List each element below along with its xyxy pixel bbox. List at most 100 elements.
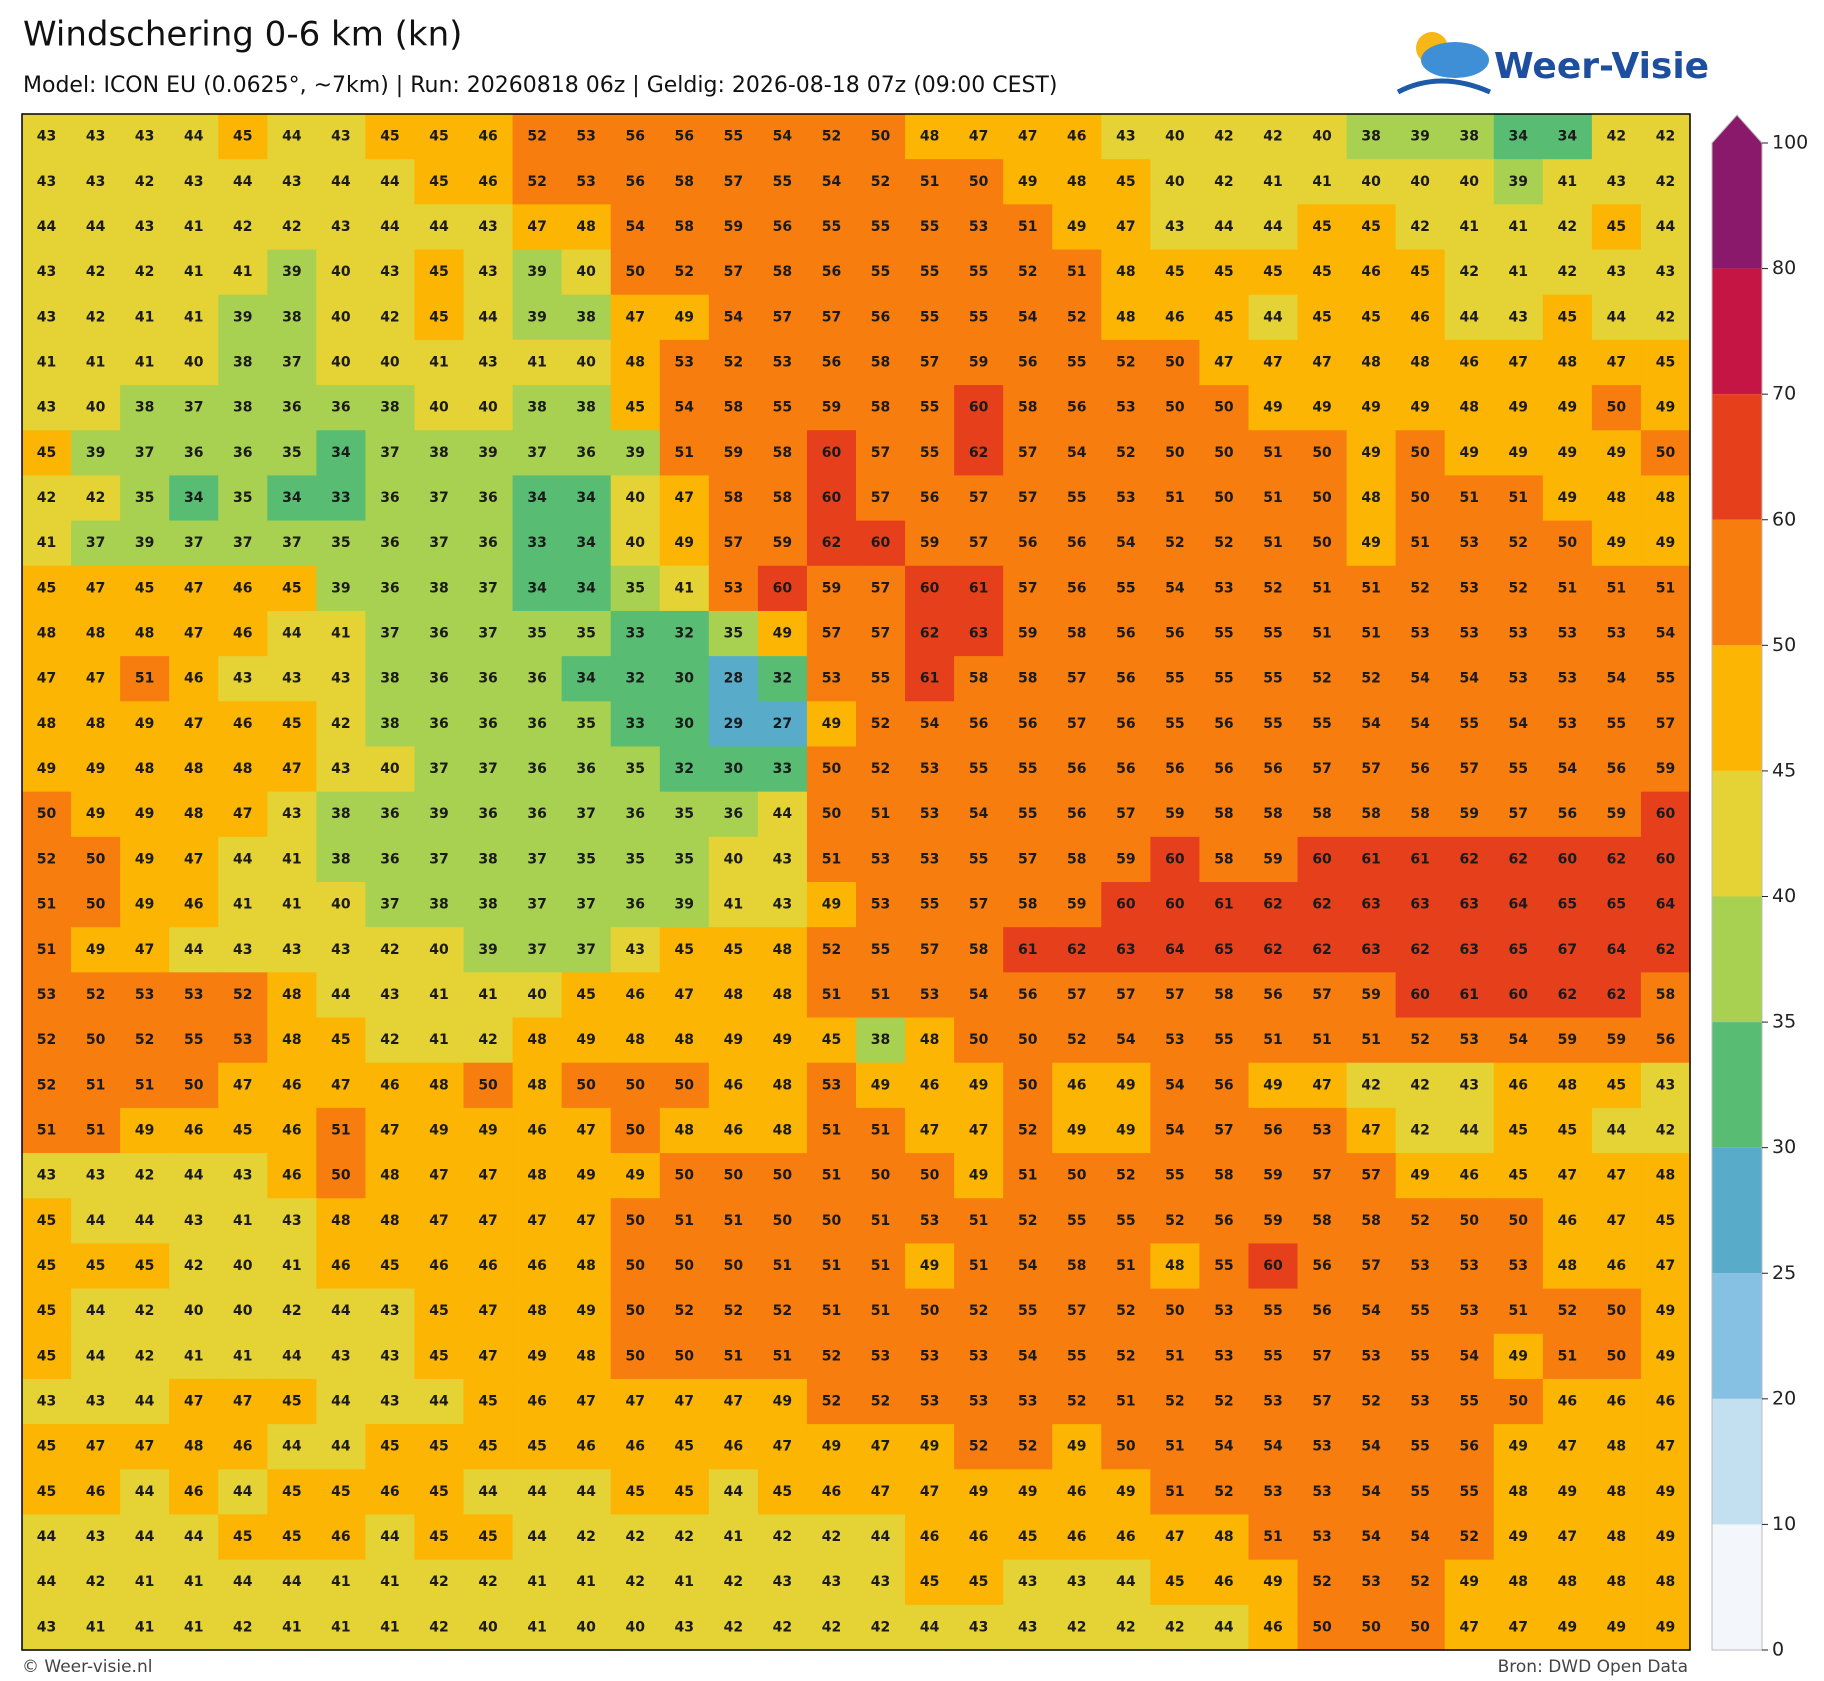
- grid-value: 35: [576, 626, 595, 642]
- value-cell: [1052, 701, 1102, 748]
- value-cell: [1591, 520, 1642, 567]
- value-cell: [1150, 249, 1201, 296]
- grid-value: 46: [724, 1077, 743, 1093]
- value-cell: [267, 656, 317, 702]
- value-cell: [414, 882, 465, 928]
- grid-value: 42: [1165, 1619, 1184, 1635]
- grid-value: 37: [429, 490, 448, 506]
- value-cell: [1591, 1559, 1642, 1606]
- value-cell: [1591, 1243, 1642, 1290]
- grid-value: 42: [233, 1619, 252, 1635]
- value-cell: [463, 339, 514, 386]
- value-cell: [316, 1288, 367, 1335]
- value-cell: [1150, 1198, 1201, 1245]
- grid-value: 35: [331, 535, 350, 551]
- value-cell: [708, 701, 759, 748]
- grid-value: 43: [478, 354, 497, 370]
- grid-value: 57: [1067, 716, 1086, 732]
- value-cell: [1591, 114, 1642, 160]
- value-cell: [1395, 249, 1446, 296]
- grid-value: 47: [478, 1168, 497, 1184]
- grid-value: 50: [1509, 1213, 1529, 1229]
- grid-value: 67: [1558, 942, 1577, 958]
- grid-value: 59: [1116, 851, 1135, 867]
- value-cell: [22, 656, 72, 702]
- value-cell: [1052, 656, 1102, 702]
- value-cell: [954, 1288, 1004, 1335]
- grid-value: 51: [822, 1303, 841, 1319]
- value-cell: [218, 656, 268, 702]
- grid-value: 44: [282, 1574, 302, 1590]
- grid-value: 43: [184, 174, 203, 190]
- value-cell: [316, 1333, 367, 1380]
- grid-value: 55: [1165, 716, 1184, 732]
- grid-value: 40: [429, 942, 449, 958]
- grid-value: 51: [1263, 1529, 1282, 1545]
- value-cell: [1640, 249, 1691, 296]
- grid-value: 61: [1018, 942, 1037, 958]
- value-cell: [512, 836, 563, 883]
- value-cell: [708, 339, 759, 386]
- grid-value: 44: [773, 806, 793, 822]
- value-cell: [1346, 520, 1397, 567]
- grid-value: 39: [1509, 174, 1528, 190]
- value-cell: [512, 339, 563, 386]
- grid-value: 36: [527, 716, 546, 732]
- grid-value: 58: [1312, 1213, 1331, 1229]
- value-cell: [169, 520, 219, 567]
- grid-value: 56: [625, 129, 644, 145]
- grid-value: 51: [1263, 490, 1282, 506]
- grid-value: 47: [969, 129, 988, 145]
- value-cell: [414, 1062, 465, 1109]
- value-cell: [1346, 159, 1397, 205]
- colorbar-segment: [1712, 268, 1762, 395]
- value-cell: [806, 249, 857, 296]
- value-cell: [708, 1198, 759, 1245]
- grid-value: 41: [527, 354, 546, 370]
- value-cell: [1052, 430, 1102, 477]
- value-cell: [806, 294, 857, 341]
- value-cell: [316, 1243, 367, 1290]
- value-cell: [1003, 1017, 1053, 1064]
- grid-value: 55: [871, 671, 890, 687]
- grid-value: 52: [1116, 354, 1135, 370]
- grid-value: 42: [429, 1619, 448, 1635]
- value-cell: [169, 791, 219, 838]
- grid-value: 55: [1214, 626, 1233, 642]
- grid-value: 47: [429, 1213, 448, 1229]
- value-cell: [757, 294, 808, 341]
- value-cell: [757, 1153, 808, 1199]
- value-cell: [1542, 882, 1593, 928]
- grid-value: 49: [135, 897, 154, 913]
- value-cell: [22, 1559, 72, 1606]
- grid-value: 42: [822, 1529, 841, 1545]
- value-cell: [561, 1153, 612, 1199]
- grid-value: 43: [282, 806, 301, 822]
- value-cell: [757, 927, 808, 973]
- grid-value: 47: [920, 1122, 939, 1138]
- grid-value: 45: [675, 1484, 694, 1500]
- value-cell: [1542, 746, 1593, 793]
- value-cell: [71, 294, 121, 341]
- value-cell: [1199, 114, 1250, 160]
- grid-value: 42: [675, 1529, 694, 1545]
- grid-value: 52: [871, 1394, 890, 1410]
- value-cell: [1591, 294, 1642, 341]
- value-cell: [22, 610, 72, 657]
- value-cell: [1542, 1469, 1593, 1516]
- grid-value: 39: [86, 445, 105, 461]
- value-cell: [1248, 249, 1299, 296]
- grid-value: 53: [1607, 626, 1626, 642]
- value-cell: [267, 249, 317, 296]
- value-cell: [71, 836, 121, 883]
- grid-value: 54: [1656, 626, 1676, 642]
- grid-value: 39: [478, 445, 497, 461]
- value-cell: [218, 1153, 268, 1199]
- value-cell: [1444, 1559, 1495, 1606]
- grid-value: 43: [37, 129, 56, 145]
- value-cell: [71, 882, 121, 928]
- grid-value: 42: [1459, 264, 1478, 280]
- value-cell: [316, 927, 367, 973]
- value-cell: [1003, 475, 1053, 522]
- grid-value: 45: [37, 580, 56, 596]
